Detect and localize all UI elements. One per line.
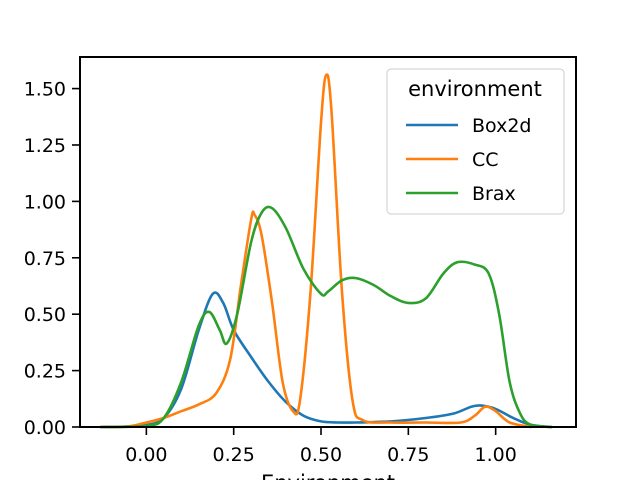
plot-frame: [79, 56, 577, 428]
legend-items: Box2d CC Brax: [406, 115, 531, 205]
y-tick-label: 1.50: [24, 79, 66, 101]
legend-box: [386, 68, 565, 215]
y-tick-label: 1.25: [24, 135, 66, 157]
y-tick-label: 0.00: [24, 417, 66, 439]
x-tick-label: 0.75: [387, 444, 429, 466]
legend: environment Box2d CC Brax: [386, 68, 565, 215]
x-tick-label: 0.50: [300, 444, 342, 466]
x-tick-label: 1.00: [475, 444, 517, 466]
series-line-cc: [99, 73, 532, 429]
legend-title: environment: [408, 77, 542, 101]
y-tick-label: 0.50: [24, 304, 66, 326]
series-lines: [99, 73, 553, 429]
y-tick-label: 0.75: [24, 248, 66, 270]
series-line-box2d: [99, 291, 553, 429]
y-axis: 0.00 0.25 0.50 0.75 1.00 1.25 1.50: [24, 79, 80, 439]
x-axis: 0.00 0.25 0.50 0.75 1.00: [125, 427, 517, 466]
x-axis-label: Environment: [261, 471, 395, 480]
legend-label-cc: CC: [472, 149, 499, 171]
legend-label-brax: Brax: [472, 183, 516, 205]
x-tick-label: 0.00: [125, 444, 167, 466]
x-tick-label: 0.25: [213, 444, 255, 466]
legend-label-box2d: Box2d: [472, 115, 531, 137]
series-line-brax: [99, 205, 553, 429]
y-tick-label: 0.25: [24, 361, 66, 383]
y-tick-label: 1.00: [24, 191, 66, 213]
